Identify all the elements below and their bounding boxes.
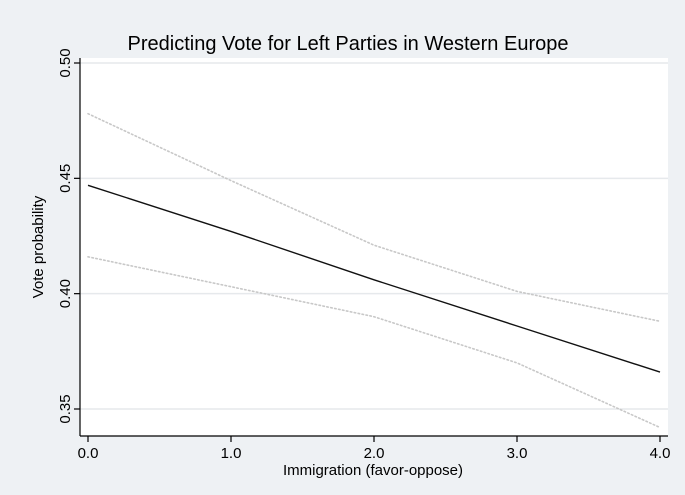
axes-layer: 0.35 0.40 0.45 0.50 0.0 1.0 2.0 3.0 4.0 xyxy=(57,48,670,462)
series-layer xyxy=(87,112,661,429)
upper-confidence-bound-line xyxy=(87,112,661,323)
x-axis-label: Immigration (favor-oppose) xyxy=(283,462,463,479)
x-tick-label: 3.0 xyxy=(507,445,528,462)
y-tick-label: 0.45 xyxy=(57,164,74,193)
x-tick-label: 0.0 xyxy=(78,445,99,462)
y-tick-label: 0.50 xyxy=(57,48,74,77)
y-tick-label: 0.35 xyxy=(57,394,74,423)
y-axis-label: Vote probability xyxy=(30,195,47,298)
estimate-line xyxy=(87,184,661,373)
plot-area xyxy=(80,58,668,436)
x-tick-label: 2.0 xyxy=(364,445,385,462)
x-tick-label: 4.0 xyxy=(650,445,671,462)
y-tick-label: 0.40 xyxy=(57,279,74,308)
grid-layer xyxy=(80,62,668,410)
x-tick-label: 1.0 xyxy=(221,445,242,462)
lower-confidence-bound-line xyxy=(87,255,661,429)
chart-title: Predicting Vote for Left Parties in West… xyxy=(128,33,569,55)
